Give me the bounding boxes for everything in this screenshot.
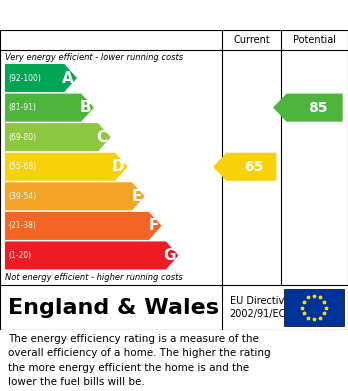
Text: (92-100): (92-100): [8, 74, 41, 83]
Polygon shape: [5, 64, 77, 92]
Text: (55-68): (55-68): [8, 162, 36, 171]
Polygon shape: [213, 153, 276, 181]
Text: Current: Current: [233, 35, 270, 45]
Polygon shape: [5, 182, 145, 210]
Text: Very energy efficient - lower running costs: Very energy efficient - lower running co…: [5, 52, 183, 61]
Polygon shape: [5, 212, 161, 240]
Polygon shape: [5, 123, 111, 151]
Bar: [284, 289, 344, 326]
Polygon shape: [5, 153, 128, 181]
Text: E: E: [131, 189, 142, 204]
Text: A: A: [62, 70, 74, 86]
Text: EU Directive
2002/91/EC: EU Directive 2002/91/EC: [230, 296, 290, 319]
Text: Energy Efficiency Rating: Energy Efficiency Rating: [8, 7, 218, 23]
Text: G: G: [163, 248, 175, 263]
Text: D: D: [112, 159, 125, 174]
Text: 65: 65: [244, 160, 264, 174]
Text: (1-20): (1-20): [8, 251, 31, 260]
Text: B: B: [79, 100, 91, 115]
Text: (81-91): (81-91): [8, 103, 36, 112]
Polygon shape: [5, 93, 94, 122]
Polygon shape: [5, 241, 179, 269]
Text: F: F: [148, 219, 159, 233]
Text: (39-54): (39-54): [8, 192, 36, 201]
Text: Potential: Potential: [293, 35, 336, 45]
Text: Not energy efficient - higher running costs: Not energy efficient - higher running co…: [5, 273, 183, 283]
Text: (69-80): (69-80): [8, 133, 36, 142]
Text: The energy efficiency rating is a measure of the
overall efficiency of a home. T: The energy efficiency rating is a measur…: [8, 334, 271, 387]
Text: 85: 85: [308, 100, 327, 115]
Text: C: C: [97, 130, 108, 145]
Text: (21-38): (21-38): [8, 221, 36, 230]
Polygon shape: [273, 93, 343, 122]
Text: England & Wales: England & Wales: [8, 298, 219, 317]
